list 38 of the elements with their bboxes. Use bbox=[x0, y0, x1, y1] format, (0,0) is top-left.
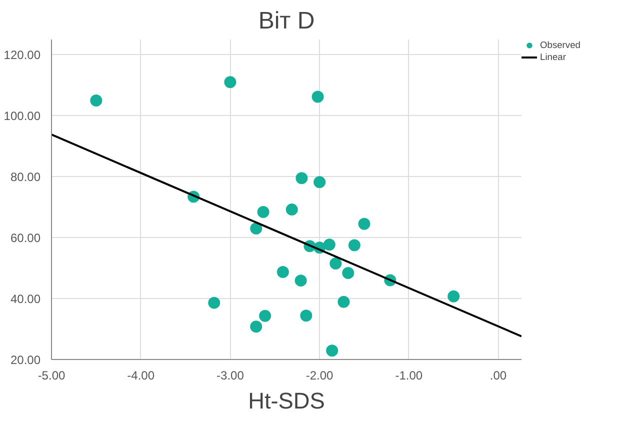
point bbox=[294, 274, 307, 287]
point bbox=[250, 320, 262, 333]
point bbox=[314, 176, 326, 188]
x-tick-label: -2.00 bbox=[306, 368, 334, 382]
point bbox=[312, 90, 324, 103]
y-tick-label: 80.00 bbox=[10, 170, 41, 184]
legend-label: Observed bbox=[540, 40, 580, 50]
y-tick-label: 20.00 bbox=[10, 353, 41, 367]
legend-label: Linear bbox=[540, 52, 566, 62]
y-tick-label: 60.00 bbox=[10, 231, 41, 246]
point bbox=[323, 238, 336, 251]
x-tick-label: -1.00 bbox=[395, 368, 423, 382]
point bbox=[330, 258, 342, 270]
point bbox=[276, 266, 289, 278]
point bbox=[300, 310, 312, 322]
point bbox=[250, 222, 262, 234]
x-tick-label: .00 bbox=[490, 368, 507, 382]
x-axis-title: Ht-SDS bbox=[248, 388, 325, 414]
point bbox=[326, 344, 338, 357]
point bbox=[448, 290, 460, 302]
y-tick-label: 100.00 bbox=[4, 109, 41, 124]
point bbox=[90, 94, 102, 106]
y-tick-label: 40.00 bbox=[10, 292, 41, 306]
x-tick-label: -4.00 bbox=[127, 368, 155, 382]
point bbox=[257, 206, 270, 218]
point bbox=[224, 76, 236, 88]
x-tick-label: -3.00 bbox=[216, 368, 244, 382]
point bbox=[296, 172, 308, 184]
point bbox=[259, 310, 272, 322]
point bbox=[286, 204, 298, 216]
point bbox=[338, 296, 350, 308]
point bbox=[348, 239, 360, 252]
y-tick-label: 120.00 bbox=[4, 48, 41, 62]
point bbox=[208, 296, 220, 309]
x-tick-label: -5.00 bbox=[38, 368, 66, 382]
point bbox=[358, 218, 370, 230]
chart-title: Віт D bbox=[258, 8, 315, 34]
point bbox=[342, 266, 354, 279]
